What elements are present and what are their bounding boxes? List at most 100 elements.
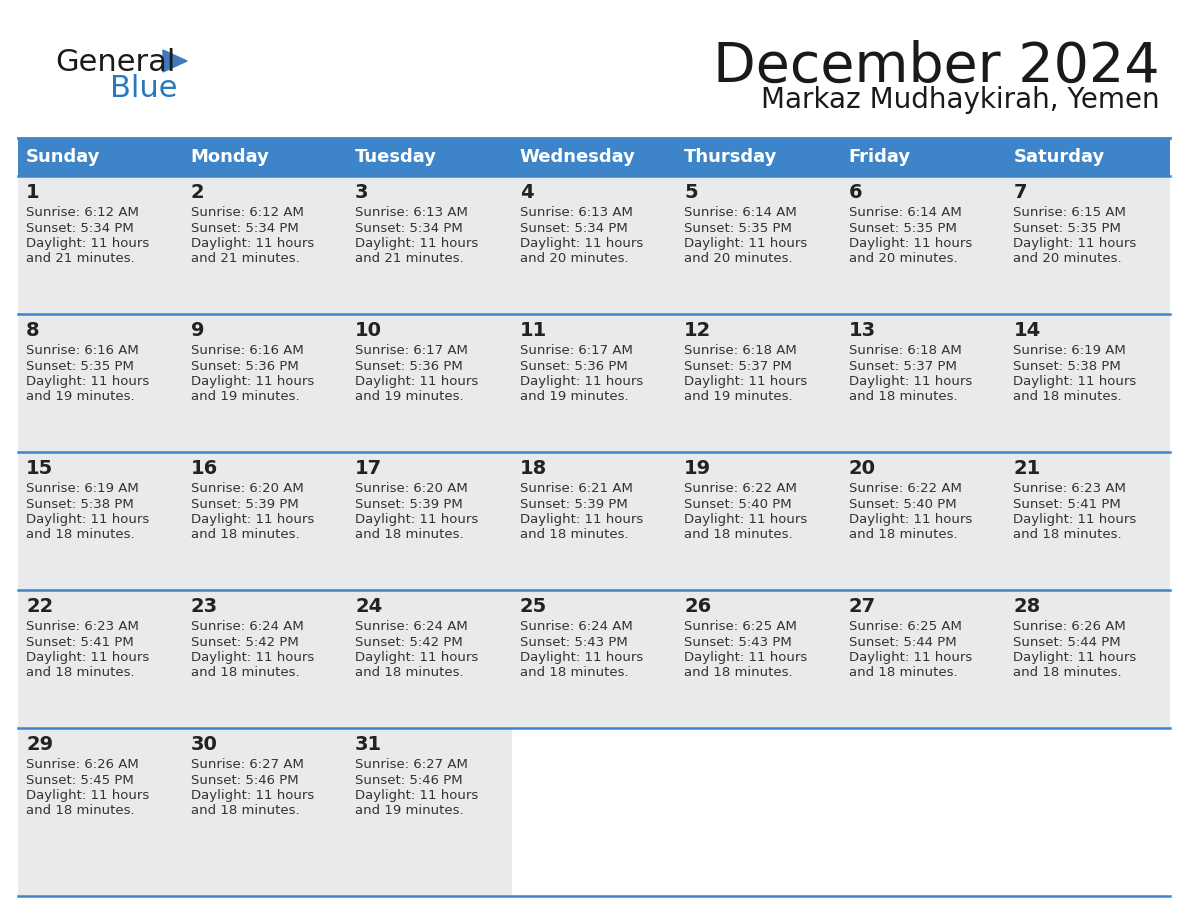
Text: Thursday: Thursday — [684, 148, 778, 166]
Text: 23: 23 — [190, 597, 217, 616]
Text: Daylight: 11 hours: Daylight: 11 hours — [519, 651, 643, 664]
Text: and 20 minutes.: and 20 minutes. — [849, 252, 958, 265]
Bar — [18, 728, 183, 896]
Text: 1: 1 — [26, 183, 39, 202]
Text: Sunset: 5:44 PM: Sunset: 5:44 PM — [1013, 635, 1121, 648]
Text: Sunset: 5:34 PM: Sunset: 5:34 PM — [190, 221, 298, 234]
Bar — [18, 176, 183, 314]
Text: Sunrise: 6:20 AM: Sunrise: 6:20 AM — [190, 482, 303, 495]
Text: and 18 minutes.: and 18 minutes. — [849, 390, 958, 404]
Text: Daylight: 11 hours: Daylight: 11 hours — [1013, 375, 1137, 388]
Text: and 18 minutes.: and 18 minutes. — [355, 666, 463, 679]
Text: Sunset: 5:37 PM: Sunset: 5:37 PM — [849, 360, 956, 373]
Text: Sunset: 5:35 PM: Sunset: 5:35 PM — [1013, 221, 1121, 234]
Text: 11: 11 — [519, 321, 546, 340]
Text: Daylight: 11 hours: Daylight: 11 hours — [1013, 651, 1137, 664]
Bar — [841, 590, 1005, 728]
Text: Sunset: 5:35 PM: Sunset: 5:35 PM — [849, 221, 956, 234]
Bar — [183, 314, 347, 452]
Text: Sunrise: 6:17 AM: Sunrise: 6:17 AM — [355, 344, 468, 357]
Text: Sunset: 5:39 PM: Sunset: 5:39 PM — [355, 498, 463, 510]
Text: and 18 minutes.: and 18 minutes. — [519, 529, 628, 542]
Text: Sunset: 5:41 PM: Sunset: 5:41 PM — [1013, 498, 1121, 510]
Text: 7: 7 — [1013, 183, 1026, 202]
Text: Markaz Mudhaykirah, Yemen: Markaz Mudhaykirah, Yemen — [762, 86, 1159, 114]
Text: and 18 minutes.: and 18 minutes. — [684, 529, 792, 542]
Bar — [347, 176, 512, 314]
Bar — [676, 138, 841, 176]
Text: Sunrise: 6:13 AM: Sunrise: 6:13 AM — [355, 206, 468, 219]
Text: and 18 minutes.: and 18 minutes. — [684, 666, 792, 679]
Text: and 18 minutes.: and 18 minutes. — [1013, 529, 1121, 542]
Text: 16: 16 — [190, 459, 217, 478]
Text: Sunrise: 6:24 AM: Sunrise: 6:24 AM — [355, 620, 468, 633]
Text: Sunset: 5:36 PM: Sunset: 5:36 PM — [519, 360, 627, 373]
Bar — [183, 138, 347, 176]
Text: Sunrise: 6:22 AM: Sunrise: 6:22 AM — [684, 482, 797, 495]
Bar — [1005, 138, 1170, 176]
Bar — [676, 590, 841, 728]
Text: Sunrise: 6:22 AM: Sunrise: 6:22 AM — [849, 482, 962, 495]
Text: Sunrise: 6:14 AM: Sunrise: 6:14 AM — [684, 206, 797, 219]
Text: Sunset: 5:34 PM: Sunset: 5:34 PM — [519, 221, 627, 234]
Bar — [512, 138, 676, 176]
Text: Daylight: 11 hours: Daylight: 11 hours — [190, 513, 314, 526]
Text: Daylight: 11 hours: Daylight: 11 hours — [684, 513, 808, 526]
Text: and 18 minutes.: and 18 minutes. — [355, 529, 463, 542]
Text: 25: 25 — [519, 597, 546, 616]
Bar — [841, 452, 1005, 590]
Text: 19: 19 — [684, 459, 712, 478]
Bar — [841, 728, 1005, 896]
Text: 5: 5 — [684, 183, 697, 202]
Bar — [1005, 452, 1170, 590]
Text: Daylight: 11 hours: Daylight: 11 hours — [26, 375, 150, 388]
Bar — [18, 590, 183, 728]
Text: Wednesday: Wednesday — [519, 148, 636, 166]
Bar — [512, 590, 676, 728]
Text: Sunset: 5:34 PM: Sunset: 5:34 PM — [26, 221, 134, 234]
Text: and 18 minutes.: and 18 minutes. — [1013, 390, 1121, 404]
Text: Sunrise: 6:14 AM: Sunrise: 6:14 AM — [849, 206, 961, 219]
Text: Sunset: 5:43 PM: Sunset: 5:43 PM — [684, 635, 792, 648]
Text: 31: 31 — [355, 735, 383, 754]
Text: and 20 minutes.: and 20 minutes. — [1013, 252, 1121, 265]
Text: Sunset: 5:38 PM: Sunset: 5:38 PM — [26, 498, 134, 510]
Text: Daylight: 11 hours: Daylight: 11 hours — [190, 789, 314, 802]
Bar — [183, 728, 347, 896]
Text: and 18 minutes.: and 18 minutes. — [26, 529, 134, 542]
Text: 26: 26 — [684, 597, 712, 616]
Text: and 19 minutes.: and 19 minutes. — [684, 390, 792, 404]
Bar — [1005, 728, 1170, 896]
Bar — [676, 176, 841, 314]
Text: Daylight: 11 hours: Daylight: 11 hours — [519, 375, 643, 388]
Text: Sunrise: 6:17 AM: Sunrise: 6:17 AM — [519, 344, 632, 357]
Text: and 18 minutes.: and 18 minutes. — [849, 666, 958, 679]
Bar — [676, 314, 841, 452]
Bar — [347, 138, 512, 176]
Text: Sunrise: 6:26 AM: Sunrise: 6:26 AM — [26, 758, 139, 771]
Text: Daylight: 11 hours: Daylight: 11 hours — [190, 237, 314, 250]
Text: 24: 24 — [355, 597, 383, 616]
Text: 3: 3 — [355, 183, 368, 202]
Bar — [347, 314, 512, 452]
Text: Sunday: Sunday — [26, 148, 101, 166]
Text: Daylight: 11 hours: Daylight: 11 hours — [1013, 237, 1137, 250]
Text: Sunrise: 6:24 AM: Sunrise: 6:24 AM — [190, 620, 303, 633]
Bar — [347, 590, 512, 728]
Text: Monday: Monday — [190, 148, 270, 166]
Bar — [183, 452, 347, 590]
Text: Sunrise: 6:12 AM: Sunrise: 6:12 AM — [26, 206, 139, 219]
Text: 21: 21 — [1013, 459, 1041, 478]
Text: Sunrise: 6:25 AM: Sunrise: 6:25 AM — [684, 620, 797, 633]
Text: 4: 4 — [519, 183, 533, 202]
Bar — [841, 314, 1005, 452]
Text: Sunset: 5:44 PM: Sunset: 5:44 PM — [849, 635, 956, 648]
Text: Sunset: 5:46 PM: Sunset: 5:46 PM — [355, 774, 463, 787]
Text: Sunrise: 6:19 AM: Sunrise: 6:19 AM — [1013, 344, 1126, 357]
Text: and 19 minutes.: and 19 minutes. — [355, 390, 463, 404]
Text: General: General — [55, 48, 176, 77]
Text: and 20 minutes.: and 20 minutes. — [684, 252, 792, 265]
Text: Daylight: 11 hours: Daylight: 11 hours — [355, 237, 479, 250]
Bar — [18, 138, 183, 176]
Bar — [183, 590, 347, 728]
